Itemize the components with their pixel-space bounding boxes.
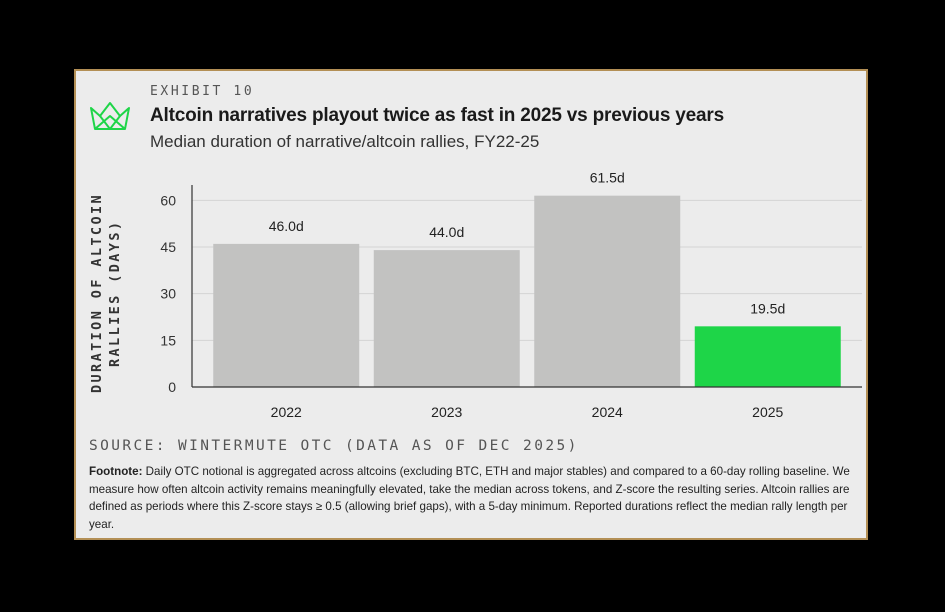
wintermute-logo-icon	[90, 102, 130, 130]
exhibit-card: EXHIBIT 10 Altcoin narratives playout tw…	[74, 69, 868, 540]
bar	[373, 250, 520, 387]
bar	[213, 243, 360, 387]
footnote: Footnote: Daily OTC notional is aggregat…	[89, 463, 859, 533]
data-label: 46.0d	[269, 218, 304, 234]
y-tick-label: 30	[160, 286, 176, 302]
exhibit-number: EXHIBIT 10	[150, 84, 255, 99]
data-label: 61.5d	[590, 171, 625, 186]
data-label: 19.5d	[750, 300, 785, 316]
x-tick-label: 2025	[752, 404, 783, 420]
source-note: SOURCE: WINTERMUTE OTC (DATA AS OF DEC 2…	[89, 438, 579, 454]
y-tick-label: 45	[160, 239, 176, 255]
chart-subtitle: Median duration of narrative/altcoin ral…	[150, 132, 540, 151]
footnote-text: Daily OTC notional is aggregated across …	[89, 465, 850, 531]
x-tick-label: 2024	[592, 404, 623, 420]
bar	[534, 195, 681, 387]
data-label: 44.0d	[429, 224, 464, 240]
bar-chart: 0 15 30 45 60 46.0d 2022 44.0d 2023 61.5d 2024 19.5…	[160, 171, 862, 420]
footnote-label: Footnote:	[89, 465, 143, 478]
y-axis-label: DURATION OF ALTCOIN RALLIES (DAYS)	[89, 192, 123, 394]
y-tick-label: 0	[168, 379, 176, 395]
chart-title: Altcoin narratives playout twice as fast…	[150, 105, 724, 126]
x-tick-label: 2022	[271, 404, 302, 420]
x-tick-label: 2023	[431, 404, 462, 420]
y-tick-label: 15	[160, 332, 176, 348]
y-tick-label: 60	[160, 192, 176, 208]
bar	[694, 326, 841, 387]
